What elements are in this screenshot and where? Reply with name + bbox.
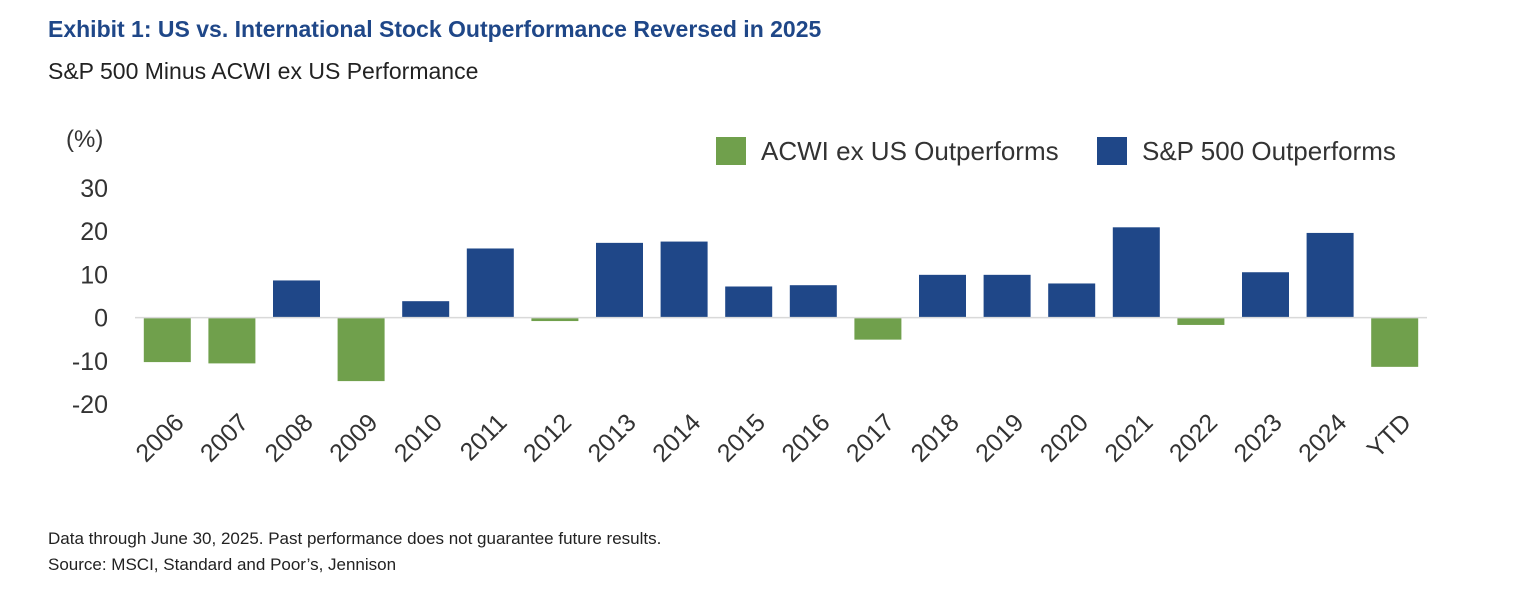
chart-subtitle: S&P 500 Minus ACWI ex US Performance	[48, 58, 479, 84]
x-tick-label: 2018	[906, 408, 965, 467]
bar-2006	[143, 317, 191, 363]
x-tick-label: 2012	[518, 408, 577, 467]
bar-2017	[854, 317, 902, 340]
x-tick-label: 2006	[130, 408, 189, 467]
y-axis-unit-label: (%)	[66, 126, 104, 153]
y-tick-label: 30	[80, 175, 108, 203]
x-tick-label: 2023	[1229, 408, 1288, 467]
bar-2022	[1177, 317, 1225, 325]
bar-2013	[596, 242, 643, 318]
x-tick-label: 2008	[260, 408, 319, 467]
bar-2012	[531, 317, 579, 322]
y-tick-label: 0	[94, 305, 108, 333]
bar-2016	[789, 285, 837, 318]
x-tick-label: YTD	[1362, 408, 1417, 463]
x-tick-label: 2014	[647, 408, 706, 467]
x-tick-label: 2011	[455, 408, 513, 466]
bar-2009	[337, 317, 385, 382]
x-tick-label: 2020	[1035, 408, 1094, 467]
bar-2021	[1112, 227, 1160, 318]
legend-label-sp500: S&P 500 Outperforms	[1142, 136, 1396, 166]
chart-title: Exhibit 1: US vs. International Stock Ou…	[48, 16, 822, 42]
bar-2023	[1242, 272, 1289, 318]
bar-2014	[660, 241, 708, 318]
bar-2008	[273, 280, 320, 318]
bar-2020	[1048, 283, 1096, 318]
x-tick-label: 2024	[1293, 408, 1352, 467]
bar-2018	[919, 274, 966, 318]
bar-2015	[725, 286, 773, 318]
y-tick-label: -20	[72, 391, 108, 419]
y-tick-label: 20	[80, 218, 108, 246]
x-tick-label: 2017	[841, 408, 900, 467]
x-tick-label: 2019	[970, 408, 1029, 467]
x-tick-label: 2010	[389, 408, 448, 467]
y-tick-label: 10	[80, 261, 108, 289]
data-note: Data through June 30, 2025. Past perform…	[48, 529, 662, 548]
legend-label-acwi: ACWI ex US Outperforms	[761, 136, 1059, 166]
x-tick-label: 2021	[1099, 408, 1158, 467]
bar-ytd	[1371, 317, 1419, 367]
x-tick-label: 2016	[776, 408, 835, 467]
bar-2019	[983, 274, 1031, 318]
legend-swatch-sp500	[1097, 137, 1127, 165]
x-tick-label: 2022	[1164, 408, 1223, 467]
x-tick-label: 2013	[583, 408, 642, 467]
source-note: Source: MSCI, Standard and Poor’s, Jenni…	[48, 555, 397, 574]
y-tick-label: -10	[72, 348, 108, 376]
x-tick-label: 2007	[195, 408, 254, 467]
x-tick-label: 2015	[712, 408, 771, 467]
x-tick-label: 2009	[324, 408, 383, 467]
legend-swatch-acwi	[716, 137, 746, 165]
bar-2011	[466, 248, 514, 318]
bar-2010	[402, 301, 450, 318]
bar-2024	[1306, 232, 1354, 318]
bar-2007	[208, 317, 256, 364]
